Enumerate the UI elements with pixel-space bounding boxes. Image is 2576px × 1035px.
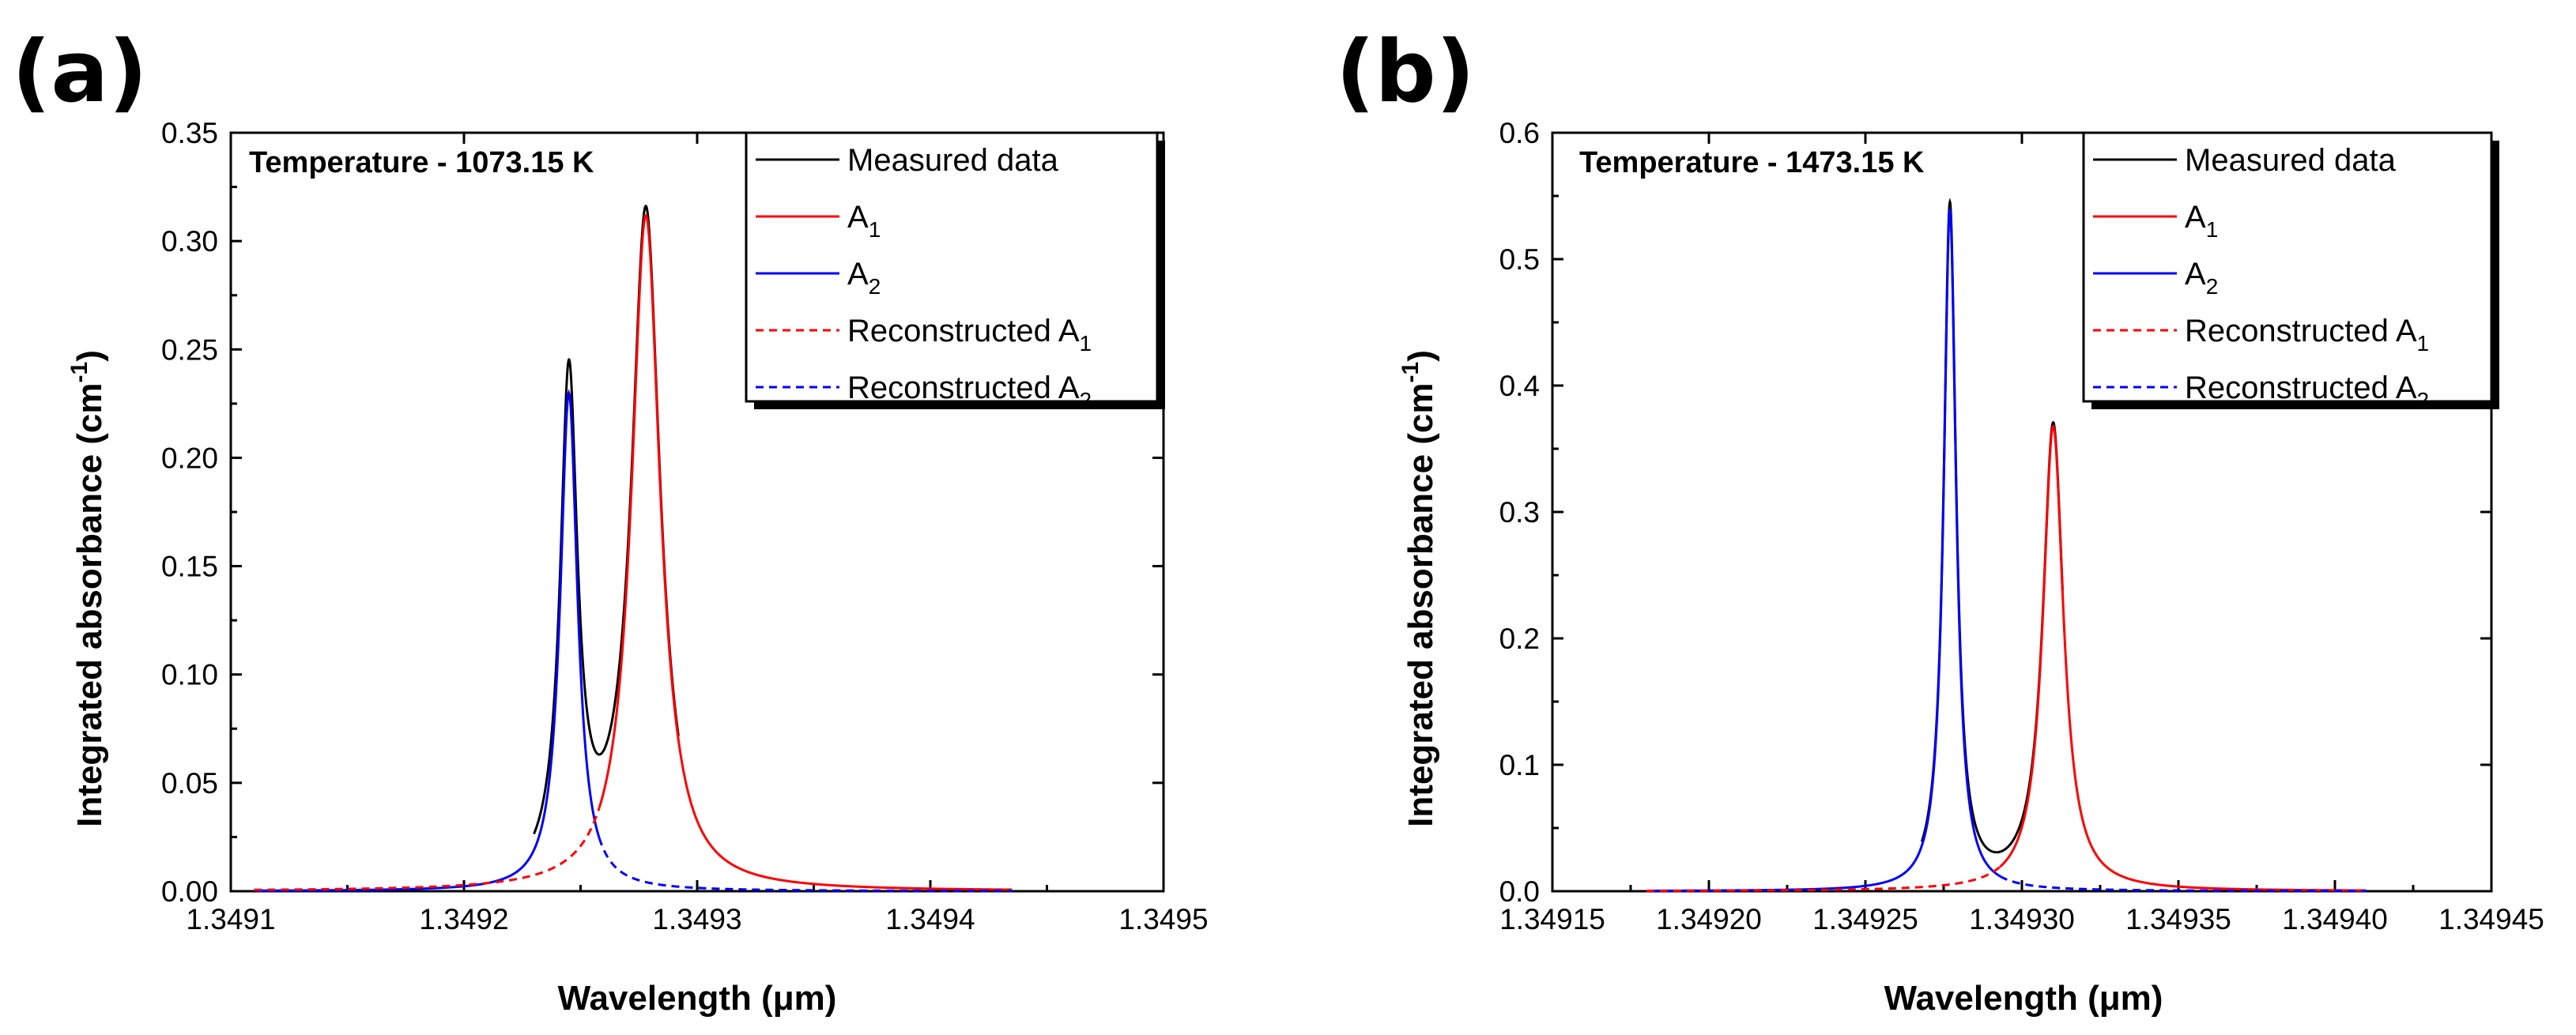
legend-box: [745, 131, 1159, 403]
series-reconstructed-a1: [1646, 865, 2001, 892]
x-tick-label: 1.3494: [885, 903, 975, 935]
x-axis-title-a: Wavelength (μm): [558, 979, 837, 1018]
x-tick-label: 1.34915: [1499, 903, 1605, 935]
x-tick-label: 1.34935: [2125, 903, 2231, 935]
y-tick-label: 0.25: [161, 333, 218, 366]
y-tick-label: 0.15: [161, 551, 218, 583]
x-tick-label: 1.3495: [1118, 903, 1208, 935]
y-tick-label: 0.4: [1499, 370, 1540, 402]
plot-area-b: 1.34915 1.34920 1.34925 1.34930 1.34935 1.349…: [1499, 117, 2544, 935]
legend-label: Reconstructed A2: [2185, 371, 2429, 412]
y-tick-label: 0.1: [1499, 749, 1540, 781]
y-tick-label: 0.20: [161, 442, 218, 474]
y-tick-label: 0.10: [161, 659, 218, 691]
x-axis-title-b: Wavelength (μm): [1884, 979, 2163, 1018]
series-reconstructed-a2: [1999, 875, 2367, 893]
series-a2: [254, 389, 601, 892]
panel-b: (b) 1.34915 1.34920 1.34925 1.34930 1.34935 1…: [1336, 23, 2544, 1018]
y-tick-label: 0.3: [1499, 496, 1540, 529]
legend-label: A1: [2185, 200, 2218, 242]
y-tick-label: 0.2: [1499, 623, 1540, 655]
x-tick-label: 1.34925: [1812, 903, 1918, 935]
x-tick-label: 1.34930: [1969, 903, 2075, 935]
temperature-label-a: Temperature - 1073.15 K: [249, 146, 594, 179]
series-a2: [1646, 209, 2001, 892]
temperature-label-b: Temperature - 1473.15 K: [1579, 146, 1925, 179]
y-tick-label: 0.5: [1499, 243, 1540, 276]
y-axis-title-b: Integrated absorbance (cm-1): [1397, 350, 1440, 827]
series-reconstructed-a2: [598, 837, 1013, 893]
y-tick-label: 0.6: [1499, 117, 1540, 149]
y-tick-label: 0.0: [1499, 875, 1540, 908]
legend: Measured data A1 A2 Reconstructed A1 Reconst…: [745, 131, 1165, 412]
x-tick-label: 1.34945: [2438, 903, 2544, 935]
x-tick-label: 1.34920: [1656, 903, 1762, 935]
x-tick-label: 1.3493: [652, 903, 741, 935]
legend-label: Measured data: [2185, 143, 2397, 178]
legend-label: A2: [2185, 257, 2218, 299]
x-tick-label: 1.3492: [419, 903, 508, 935]
legend: Measured data A1 A2 Reconstructed A1 Reconst…: [2082, 131, 2499, 412]
x-tick-label: 1.3491: [186, 903, 275, 935]
legend-label: A2: [847, 257, 881, 299]
y-tick-label: 0.00: [161, 875, 218, 908]
series-a1: [1999, 424, 2367, 892]
series-a1: [598, 214, 1013, 891]
plot-area-a: 1.3491 1.3492 1.3493 1.3494 1.3495 0.00 0.05 0.…: [161, 117, 1209, 935]
panel-label-a: (a): [12, 23, 148, 122]
legend-label: Reconstructed A1: [2185, 314, 2429, 356]
legend-label: Reconstructed A2: [847, 371, 1092, 412]
y-tick-label: 0.30: [161, 225, 218, 258]
legend-label: A1: [847, 200, 881, 242]
y-tick-label: 0.05: [161, 767, 218, 800]
y-tick-label: 0.35: [161, 117, 218, 149]
legend-box: [2082, 131, 2493, 403]
legend-label: Measured data: [847, 143, 1059, 178]
x-tick-label: 1.34940: [2282, 903, 2388, 935]
y-axis-title-a: Integrated absorbance (cm-1): [66, 350, 109, 827]
series-reconstructed-a1: [254, 807, 601, 891]
panel-label-b: (b): [1336, 23, 1475, 122]
legend-label: Reconstructed A1: [847, 314, 1092, 356]
series-measured-data: [533, 204, 680, 835]
panel-a: (a) 1.3491 1.3492 1.3493 1.3494 1.3495 0.00 0.…: [12, 23, 1209, 1018]
